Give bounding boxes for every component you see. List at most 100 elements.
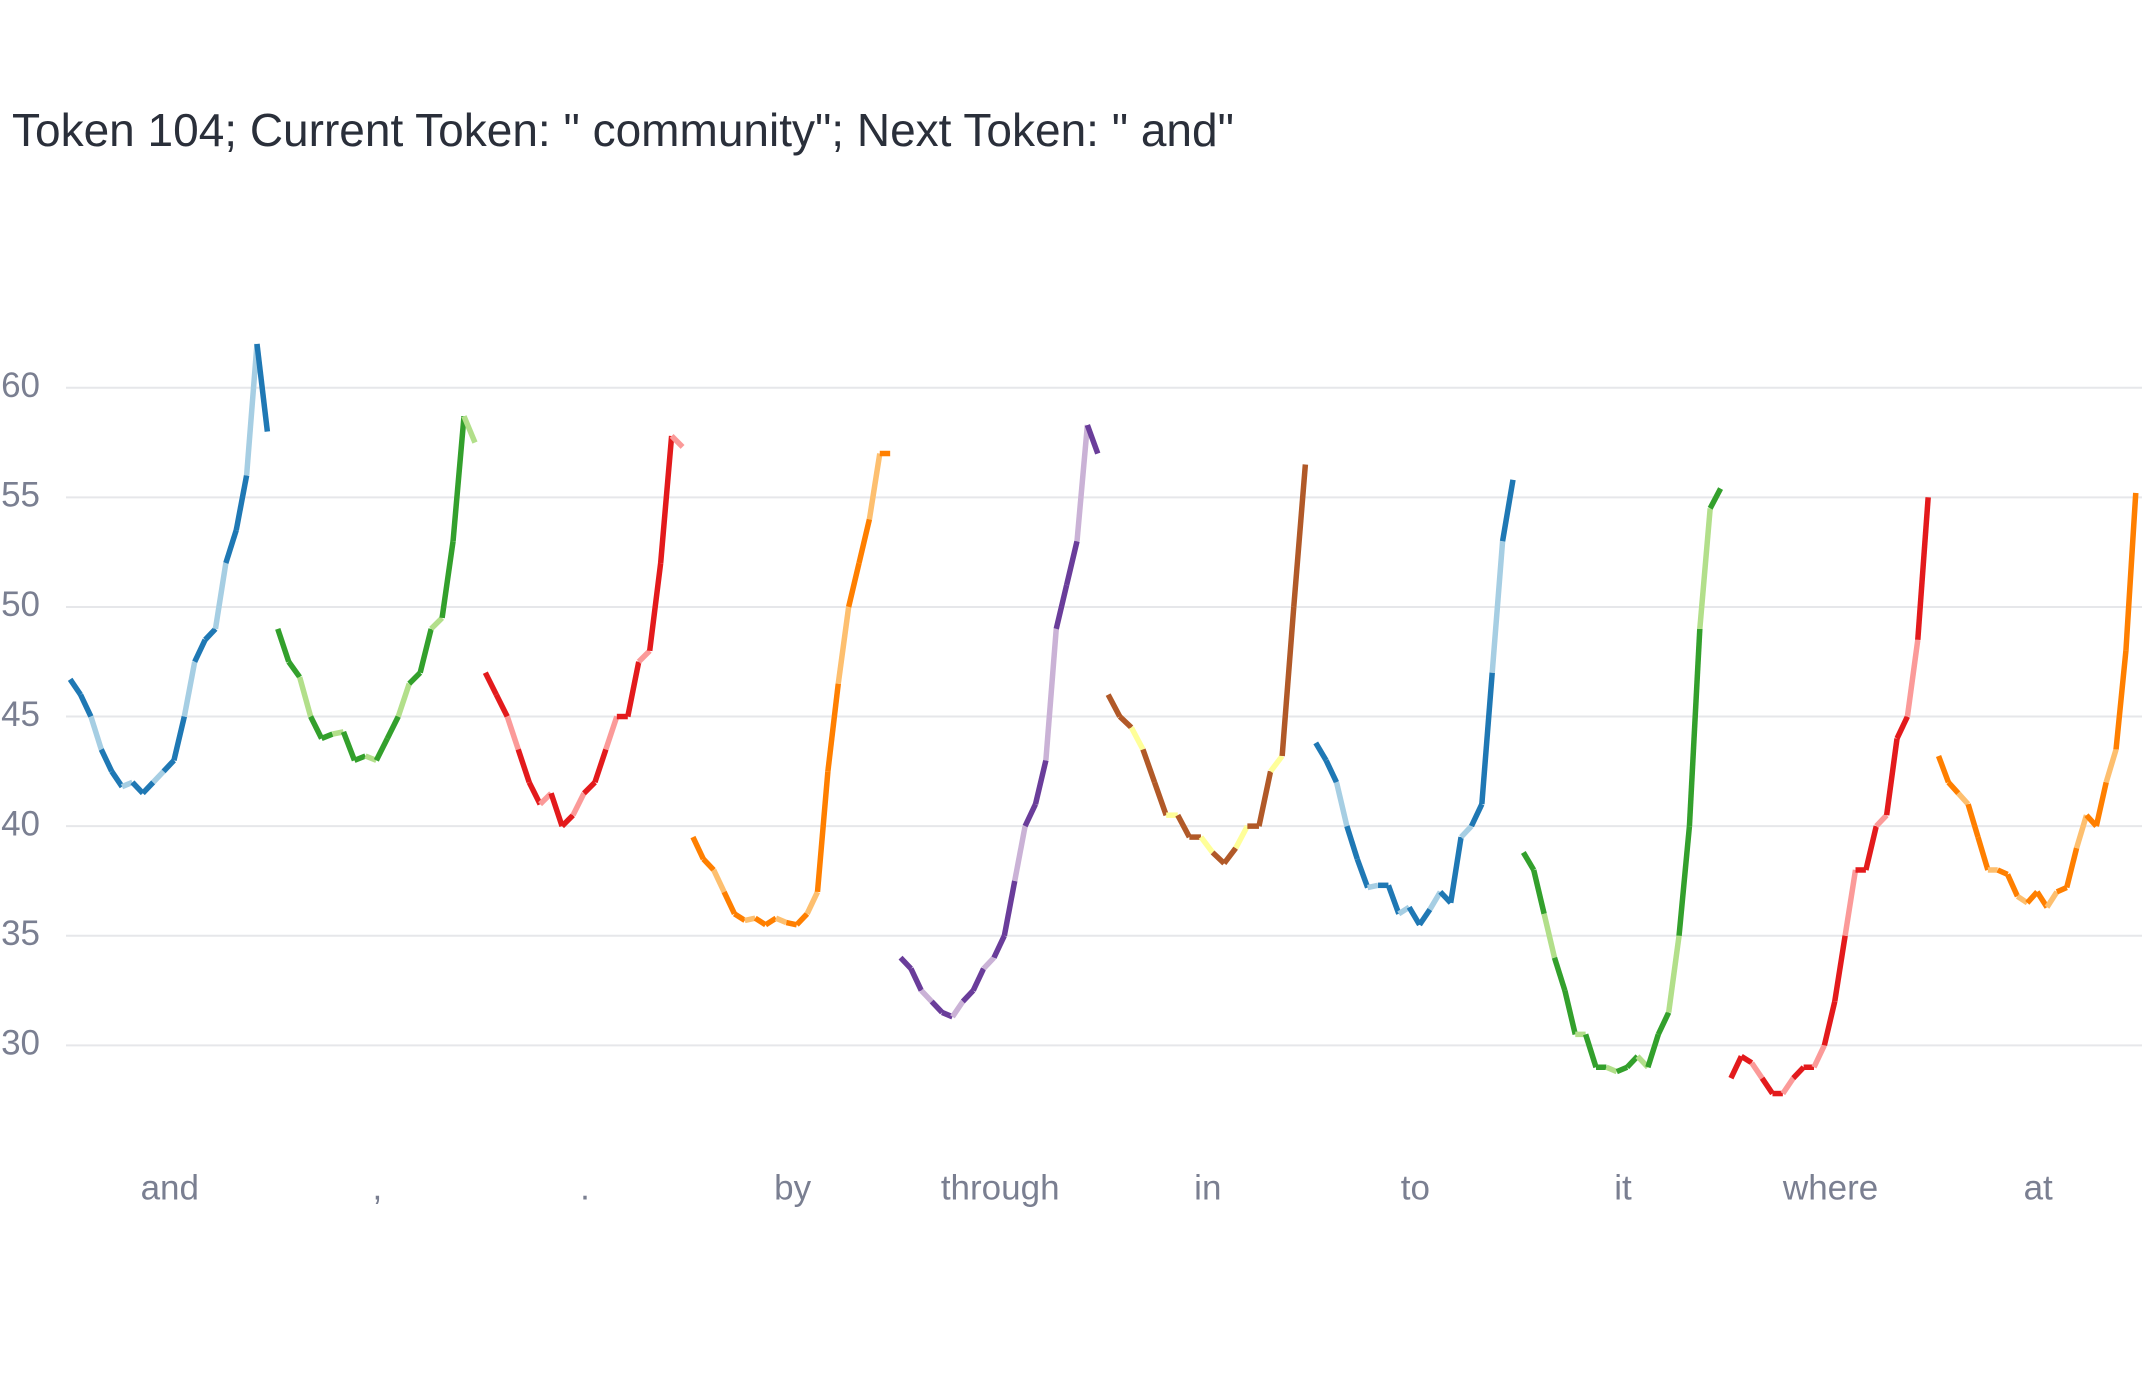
line-segment [78,693,94,718]
x-tick-label: in [1194,1168,1221,1207]
line-segment [1915,497,1931,641]
line-segment [2093,781,2109,827]
line-segment [1728,1055,1744,1080]
line-segment [794,911,810,927]
line-segment [1043,628,1059,761]
line-segment [1697,508,1713,630]
line-segment [1367,882,1379,891]
line-segment [603,715,620,751]
line-segment [1791,1065,1806,1081]
line-segment [1842,869,1859,937]
y-tick-label: 55 [1,476,40,515]
line-segment [744,915,756,924]
line-segment [1032,759,1049,805]
line-segment [950,999,966,1019]
line-segment [1291,464,1309,608]
line-segment [636,648,652,664]
line-segment [1707,487,1724,510]
line-segment [1427,890,1443,911]
x-tick-label: . [580,1168,590,1207]
line-segment [582,780,597,796]
line-segment [98,748,115,773]
x-tick-label: and [141,1168,199,1207]
line-segment [2055,884,2068,895]
line-segment [1562,989,1578,1035]
chart-title: Token 104; Current Token: " community"; … [12,104,1234,156]
x-tick-label: at [2024,1168,2053,1207]
line-segment [981,955,996,971]
line-segment [711,868,727,894]
y-tick-label: 45 [1,695,40,734]
y-tick-label: 50 [1,585,40,624]
line-segment [2064,847,2080,889]
line-segment [254,343,271,432]
line-segment [919,988,934,1004]
line-segment [1975,836,1991,871]
line-segment [1406,905,1422,927]
line-segment [1686,628,1703,827]
line-segment [203,626,218,642]
line-segment [970,967,987,992]
line-segment [733,911,747,923]
line-segment [2034,890,2050,909]
line-segment [1665,935,1682,1013]
line-segment [286,660,302,679]
line-segment [1063,540,1080,586]
line-segment [417,628,434,674]
line-segment [1520,851,1537,872]
line-segment [592,748,609,784]
line-segment [646,562,664,652]
line-segment [1894,715,1910,740]
line-segment [395,682,412,718]
line-segment [1354,858,1371,889]
line-segment [151,769,166,785]
line-segment [1198,835,1215,855]
line-segment [88,715,104,751]
line-segment [140,780,156,796]
line-segment [1739,1053,1754,1066]
line-segment [1541,913,1558,959]
line-segment [825,683,842,772]
line-segment [1759,1076,1775,1096]
line-segment [109,769,125,789]
line-segment [297,676,314,718]
line-segment [2073,814,2090,849]
line-segment [2113,650,2129,750]
line-segment [625,661,642,718]
line-segment [1965,803,1981,838]
line-segment [1256,770,1274,827]
y-tick-label: 35 [1,914,40,953]
line-segment [1832,935,1848,1002]
line-segment [774,915,788,926]
line-segment [701,857,716,872]
line-segment [67,677,83,697]
line-segment [1531,869,1547,915]
line-segment [2015,893,2029,906]
line-segment [1946,780,1961,796]
line-segment [669,434,685,449]
line-segment [2103,748,2119,784]
line-segment [243,343,260,476]
line-segment [1012,825,1028,882]
line-segment [1323,759,1339,784]
line-segment [1615,1064,1629,1075]
line-segment [1221,846,1238,866]
line-segment [504,715,521,751]
line-segment [161,758,176,774]
line-segment [450,416,467,542]
line-segment [373,737,390,762]
line-segment [657,435,675,564]
line-segment [1105,693,1123,718]
line-segment [171,715,188,762]
line-segment [1821,1000,1838,1046]
line-segment [1447,836,1464,904]
x-tick-label: to [1401,1168,1430,1207]
line-segment [2123,492,2139,651]
line-segment [560,813,575,829]
line-segment [233,474,250,531]
line-segment [364,753,378,763]
line-segment [340,730,358,762]
line-segment [1053,584,1070,630]
line-segment [353,753,367,763]
